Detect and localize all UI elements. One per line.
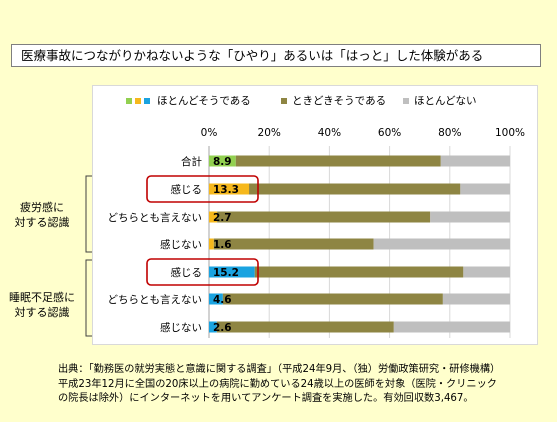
data-label: 13.3 — [213, 184, 239, 196]
legend-label: ほとんどそうである — [157, 95, 251, 107]
source-line2: 平成23年12月に全国の20床以上の病院に勤めている24歳以上の医師を対象（医院… — [58, 378, 497, 390]
bar-segment — [463, 266, 510, 278]
highlight-box — [146, 175, 259, 203]
category-label: 感じる — [171, 266, 203, 279]
category-label: 感じる — [171, 183, 203, 196]
legend-label: ときどきそうである — [292, 95, 386, 107]
bar-segment — [249, 183, 461, 195]
x-tick-label: 20% — [258, 127, 281, 139]
legend-label: ほとんどない — [414, 95, 476, 107]
x-tick-label: 60% — [378, 127, 401, 139]
group-label-fatigue-line2: 対する認識 — [14, 216, 70, 229]
legend-swatch — [135, 98, 141, 104]
data-label: 4.6 — [213, 294, 232, 306]
bar-segment — [442, 293, 510, 305]
group-bracket-fatigue — [85, 175, 92, 253]
bar-segment — [235, 155, 441, 167]
bar-segment — [430, 211, 510, 223]
bar-segment — [209, 238, 214, 250]
data-label: 8.9 — [213, 156, 232, 168]
group-label-fatigue: 疲労感に 対する認識 — [12, 200, 72, 230]
source-line3: の院長は除外）にインターネットを用いてアンケート調査を実施した。有効回収数3,4… — [58, 393, 474, 404]
legend-swatch — [403, 98, 409, 104]
highlight-box — [146, 258, 259, 286]
group-label-sleep-line1: 睡眠不足感に — [9, 291, 75, 304]
category-label: どちらとも言えない — [108, 211, 203, 224]
bar-segment — [254, 266, 464, 278]
bar-segment — [440, 155, 510, 167]
bar-segment — [209, 211, 218, 223]
bar-segment — [393, 321, 510, 333]
bar-segment — [209, 266, 255, 278]
data-label: 1.6 — [213, 239, 232, 251]
category-label: 感じない — [160, 238, 202, 251]
bar-segment — [216, 321, 394, 333]
x-tick-label: 80% — [438, 127, 461, 139]
x-tick-label: 40% — [318, 127, 341, 139]
bar-segment — [209, 155, 236, 167]
legend-swatch — [281, 98, 287, 104]
x-tick-label: 100% — [495, 127, 525, 139]
bar-segment — [373, 238, 510, 250]
source-line1: 出典：「勤務医の就労実態と意識に関する調査」（平成24年9月、（独）労働政策研究… — [58, 364, 501, 375]
chart-title: 医療事故につながりかねないような「ひやり」あるいは「はっと」した体験がある — [11, 44, 541, 67]
data-label: 2.7 — [213, 212, 232, 224]
x-tick-label: 0% — [201, 127, 218, 139]
category-label: 感じない — [160, 321, 202, 334]
category-label: どちらとも言えない — [108, 293, 203, 306]
bar-segment — [217, 211, 431, 223]
group-label-fatigue-line1: 疲労感に — [20, 201, 64, 214]
data-label: 2.6 — [213, 322, 232, 334]
bar-segment — [222, 293, 443, 305]
group-label-sleep-line2: 対する認識 — [14, 306, 70, 319]
group-label-sleep: 睡眠不足感に 対する認識 — [2, 290, 82, 320]
group-bracket-sleep — [85, 259, 92, 337]
bar-segment — [460, 183, 510, 195]
category-label: 合計 — [181, 155, 202, 168]
legend-swatch — [126, 98, 132, 104]
data-label: 15.2 — [213, 267, 239, 279]
bar-segment — [213, 238, 374, 250]
bar-segment — [209, 321, 217, 333]
bar-segment — [209, 183, 250, 195]
legend-swatch — [144, 98, 150, 104]
bar-segment — [209, 293, 223, 305]
source-note: 出典：「勤務医の就労実態と意識に関する調査」（平成24年9月、（独）労働政策研究… — [58, 363, 553, 407]
